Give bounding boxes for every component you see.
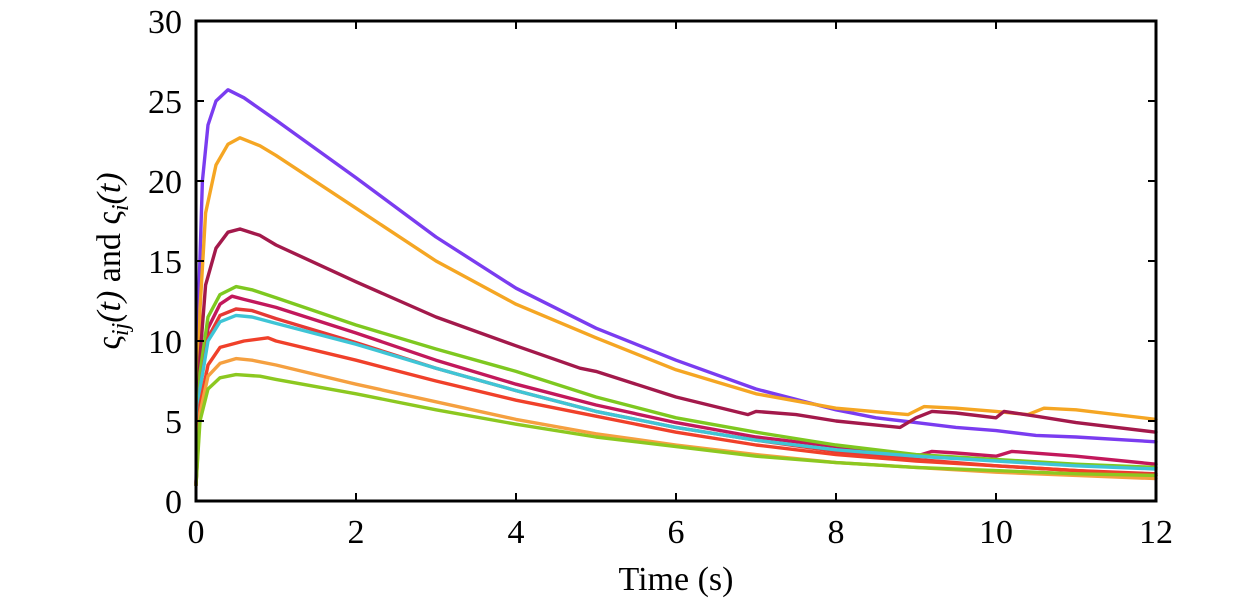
x-tick-label: 0 xyxy=(188,514,205,551)
series-line-8 xyxy=(194,336,1158,487)
y-label-symbol-b: ς xyxy=(91,211,128,225)
y-label-arg-a: (t) xyxy=(91,291,128,323)
series-line-1 xyxy=(194,88,1158,487)
y-label-arg-b: (t) xyxy=(91,172,128,204)
y-tick-label: 0 xyxy=(165,484,182,521)
series-line-7 xyxy=(194,313,1158,487)
y-label-sub-b: i xyxy=(108,204,134,211)
x-tick-label: 2 xyxy=(348,514,365,551)
series-line-4 xyxy=(194,294,1158,487)
y-axis-label: ςij(t) and ςi(t) xyxy=(91,172,134,349)
y-tick-label: 20 xyxy=(148,164,182,201)
x-tick-label: 10 xyxy=(979,514,1013,551)
y-label-sub-a: ij xyxy=(108,322,134,336)
y-label-symbol-a: ς xyxy=(91,336,128,350)
y-tick-label: 5 xyxy=(165,404,182,441)
series-line-3 xyxy=(194,227,1158,487)
x-axis-label: Time (s) xyxy=(619,561,734,598)
x-tick-label: 8 xyxy=(828,514,845,551)
plot-area xyxy=(194,88,1158,487)
x-tick-label: 6 xyxy=(668,514,685,551)
series-line-10 xyxy=(194,372,1158,487)
series-line-5 xyxy=(194,284,1158,487)
axis-ticks: 0 2 4 6 8 10 12 0 5 10 15 20 25 30 xyxy=(148,4,1173,551)
y-tick-label: 15 xyxy=(148,244,182,281)
y-tick-label: 10 xyxy=(148,324,182,361)
y-label-and: and xyxy=(91,225,128,291)
y-tick-label: 25 xyxy=(148,84,182,121)
x-tick-label: 12 xyxy=(1139,514,1173,551)
y-tick-label: 30 xyxy=(148,4,182,41)
x-tick-label: 4 xyxy=(508,514,525,551)
plot-frame xyxy=(194,19,1158,503)
